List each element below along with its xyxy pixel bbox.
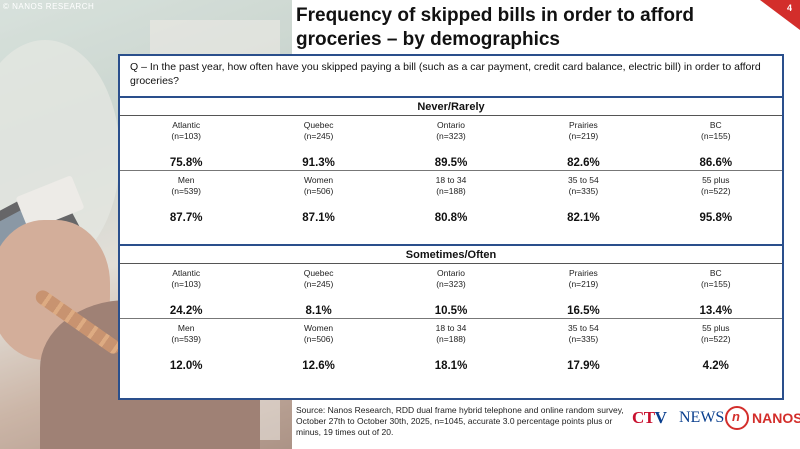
news-wordmark: NEWS <box>679 409 725 426</box>
table-cell: Ontario (n=323) 89.5% <box>384 116 518 171</box>
page-number: 4 <box>786 3 792 13</box>
table-cell: BC (n=155) 86.6% <box>649 116 782 171</box>
section-heading-sometimes-often: Sometimes/Often <box>120 244 782 264</box>
table-cell: Men (n=539) 12.0% <box>169 323 203 372</box>
table-cell: Ontario (n=323) 10.5% <box>384 264 518 319</box>
table-cell: 35 to 54 (n=335) 82.1% <box>567 175 600 224</box>
table-cell: 55 plus (n=522) 4.2% <box>701 323 731 372</box>
table-cell: Prairies (n=219) 82.6% <box>517 116 650 171</box>
table-cell: 35 to 54 (n=335) 17.9% <box>567 323 600 372</box>
table-cell: Quebec (n=245) 91.3% <box>252 116 385 171</box>
ctv-logo: CTV <box>632 408 667 427</box>
table-cell: Atlantic (n=103) 24.2% <box>120 264 253 319</box>
watermark: © NANOS RESEARCH <box>3 2 95 11</box>
table-cell: 55 plus (n=522) 95.8% <box>699 175 733 224</box>
never-rarely-grid: Atlantic (n=103) 75.8% Quebec (n=245) 91.3% … <box>120 116 782 226</box>
table-cell: 18 to 34 (n=188) 80.8% <box>434 175 468 224</box>
nanos-wordmark: NANOS <box>752 410 800 426</box>
results-panel: Q – In the past year, how often have you… <box>118 54 784 400</box>
table-cell: Quebec (n=245) 8.1% <box>252 264 385 319</box>
sometimes-often-grid: Atlantic (n=103) 24.2% Quebec (n=245) 8.1% O… <box>120 264 782 374</box>
source-note: Source: Nanos Research, RDD dual frame h… <box>296 405 624 437</box>
table-cell: Prairies (n=219) 16.5% <box>517 264 650 319</box>
table-cell: 18 to 34 (n=188) 18.1% <box>434 323 468 372</box>
slide-title: Frequency of skipped bills in order to a… <box>296 5 694 50</box>
table-cell: Women (n=506) 12.6% <box>302 323 335 372</box>
table-cell: Men (n=539) 87.7% <box>169 175 203 224</box>
survey-question: Q – In the past year, how often have you… <box>130 61 761 87</box>
table-cell: BC (n=155) 13.4% <box>649 264 782 319</box>
table-cell: Atlantic (n=103) 75.8% <box>120 116 253 171</box>
logos: CTV NEWS n NANOS <box>632 406 800 436</box>
table-cell: Women (n=506) 87.1% <box>302 175 335 224</box>
nanos-logo-icon: n <box>725 406 749 430</box>
section-heading-never-rarely: Never/Rarely <box>120 96 782 116</box>
